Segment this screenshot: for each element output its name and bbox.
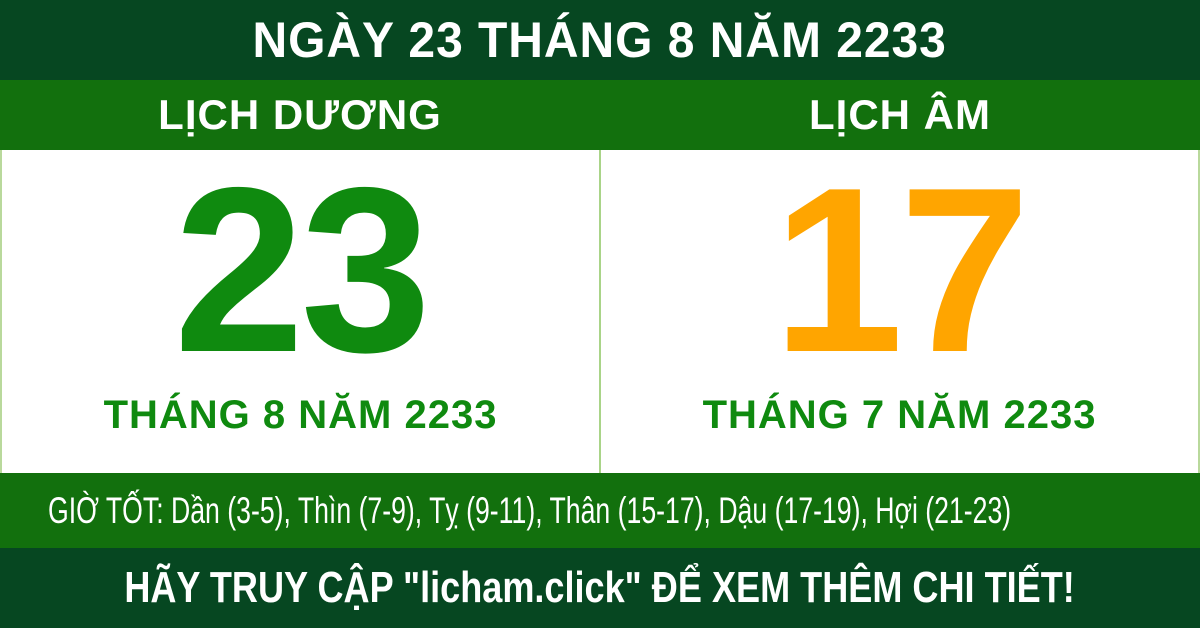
calendar-panels: 23 THÁNG 8 NĂM 2233 17 THÁNG 7 NĂM 2233 (0, 150, 1200, 473)
lunar-panel: 17 THÁNG 7 NĂM 2233 (601, 150, 1198, 473)
solar-panel: 23 THÁNG 8 NĂM 2233 (2, 150, 599, 473)
header-bar: NGÀY 23 THÁNG 8 NĂM 2233 (0, 0, 1200, 80)
solar-month-year: THÁNG 8 NĂM 2233 (103, 393, 498, 438)
lunar-day-number: 17 (772, 138, 1030, 401)
good-hours-bar: GIỜ TỐT: Dần (3-5), Thìn (7-9), Tỵ (9-11… (0, 473, 1200, 548)
lunar-calendar-label: LỊCH ÂM (809, 91, 991, 138)
page-title: NGÀY 23 THÁNG 8 NĂM 2233 (252, 12, 948, 68)
solar-calendar-label: LỊCH DƯƠNG (158, 91, 442, 138)
solar-day-number: 23 (173, 138, 431, 401)
panel-divider (599, 150, 601, 473)
footer-cta-text: HÃY TRUY CẬP "licham.click" ĐỂ XEM THÊM … (124, 563, 1076, 612)
good-hours-text: GIỜ TỐT: Dần (3-5), Thìn (7-9), Tỵ (9-11… (48, 489, 1012, 531)
lunar-month-year: THÁNG 7 NĂM 2233 (702, 393, 1097, 438)
calendar-type-bar: LỊCH DƯƠNG LỊCH ÂM (0, 80, 1200, 150)
footer-bar: HÃY TRUY CẬP "licham.click" ĐỂ XEM THÊM … (0, 548, 1200, 628)
